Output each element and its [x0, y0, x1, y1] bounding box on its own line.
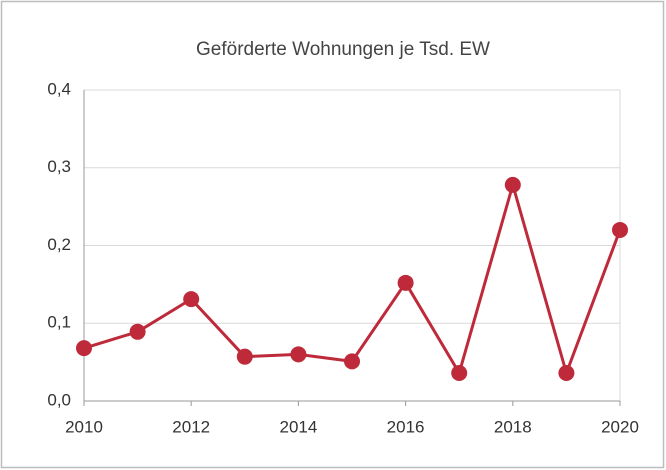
data-point: [290, 346, 307, 363]
data-point: [397, 274, 414, 291]
y-tick-label: 0,1: [47, 313, 71, 332]
data-point: [451, 365, 468, 382]
x-tick-label: 2010: [65, 417, 103, 436]
data-point: [504, 176, 521, 193]
data-point: [344, 353, 360, 370]
x-tick-label: 2014: [279, 417, 317, 436]
y-tick-label: 0,0: [47, 390, 71, 409]
y-tick-label: 0,3: [47, 157, 71, 176]
data-point: [76, 340, 92, 357]
y-tick-label: 0,2: [47, 235, 71, 254]
data-point: [558, 365, 575, 382]
x-tick-label: 2016: [387, 417, 425, 436]
y-tick-label: 0,4: [47, 79, 71, 98]
data-point: [129, 323, 146, 340]
x-tick-label: 2018: [494, 417, 532, 436]
data-point: [183, 291, 200, 308]
x-tick-label: 2020: [601, 417, 639, 436]
data-point: [236, 348, 253, 365]
data-point: [612, 221, 628, 238]
x-tick-label: 2012: [172, 417, 210, 436]
chart-title: Geförderte Wohnungen je Tsd. EW: [196, 39, 490, 60]
